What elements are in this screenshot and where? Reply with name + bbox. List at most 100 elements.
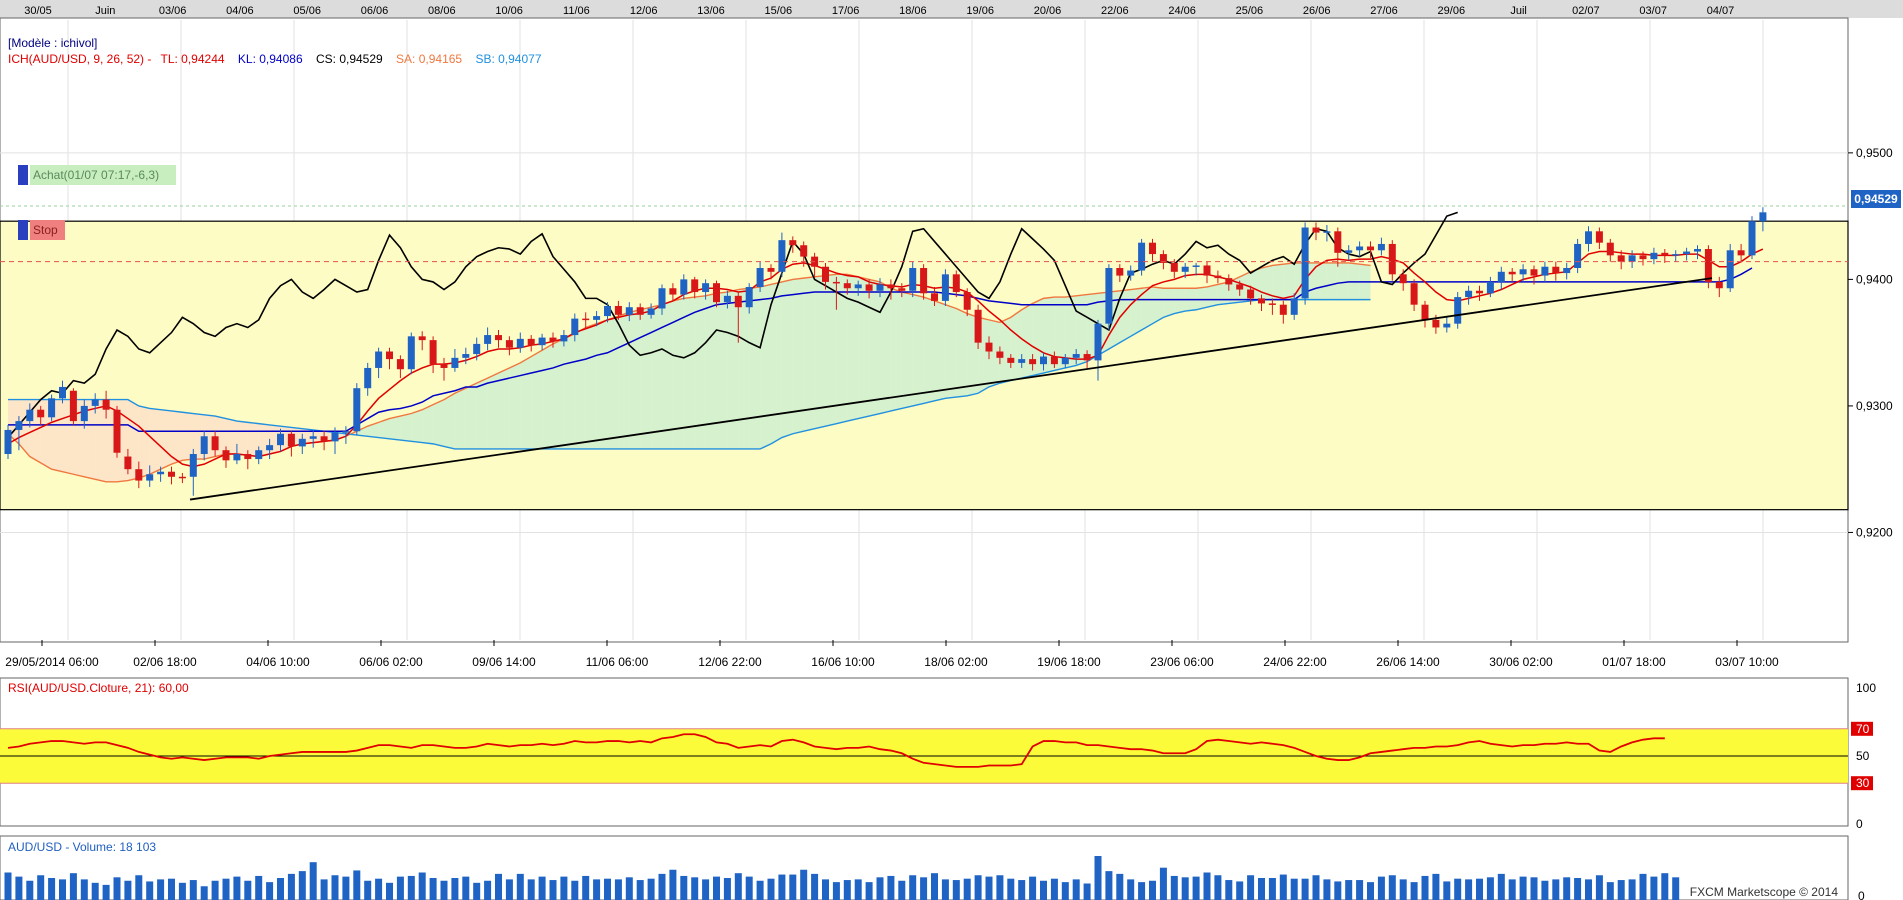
candle-body bbox=[789, 240, 797, 246]
buy-order-tag[interactable]: Achat(01/07 07:17,-6,3) bbox=[18, 165, 176, 185]
cloud-segment bbox=[825, 274, 837, 427]
volume-bar bbox=[1497, 873, 1505, 900]
date-tick-label: 22/06 bbox=[1101, 5, 1129, 17]
candle-body bbox=[1683, 251, 1691, 255]
volume-bar bbox=[91, 882, 99, 900]
candle-body bbox=[1388, 243, 1396, 275]
candle-body bbox=[1138, 242, 1146, 271]
price-tick-label: 0,9500 bbox=[1856, 146, 1893, 160]
volume-bar bbox=[1258, 878, 1265, 900]
cloud-segment bbox=[705, 293, 717, 449]
volume-bar bbox=[69, 873, 77, 900]
volume-label: AUD/USD - Volume: 18 103 bbox=[8, 840, 156, 854]
candle-body bbox=[1225, 278, 1233, 285]
date-tick-label: 11/06 bbox=[563, 5, 590, 17]
volume-bar bbox=[1170, 875, 1178, 900]
candle-body bbox=[941, 274, 949, 301]
cloud-segment bbox=[1152, 286, 1164, 324]
candle-body bbox=[952, 274, 960, 293]
time-tick-label: 30/06 02:00 bbox=[1489, 655, 1553, 669]
candle-body bbox=[1356, 246, 1364, 251]
volume-bar bbox=[593, 879, 601, 900]
candle-body bbox=[80, 405, 88, 422]
cloud-segment bbox=[683, 297, 695, 449]
candle-body bbox=[1519, 269, 1527, 275]
cloud-segment bbox=[411, 409, 423, 443]
cloud-segment bbox=[1217, 281, 1229, 305]
candle-body bbox=[59, 386, 66, 399]
cloud-segment bbox=[901, 292, 913, 409]
volume-bar bbox=[691, 877, 699, 900]
candle-body bbox=[1737, 250, 1745, 256]
candle-body bbox=[407, 336, 415, 370]
senkou-b-line bbox=[8, 298, 1371, 450]
candle-body bbox=[691, 279, 699, 293]
volume-bar bbox=[287, 873, 295, 900]
candle-body bbox=[1345, 250, 1353, 253]
cloud-segment bbox=[858, 276, 870, 419]
candle-body bbox=[1508, 271, 1516, 275]
cloud-segment bbox=[760, 284, 771, 449]
candle-body bbox=[647, 308, 655, 315]
rsi-axis-tag bbox=[1851, 721, 1873, 736]
candle-body bbox=[277, 433, 284, 446]
volume-bar bbox=[1585, 879, 1592, 900]
volume-bar bbox=[963, 878, 971, 900]
volume-bar bbox=[48, 878, 56, 900]
volume-bar bbox=[26, 880, 34, 900]
cloud-segment bbox=[542, 343, 553, 449]
time-tick-label: 18/06 02:00 bbox=[924, 655, 988, 669]
volume-bar bbox=[1116, 873, 1124, 900]
cloud-segment bbox=[454, 388, 466, 449]
date-tick-label: 03/07 bbox=[1639, 5, 1667, 17]
rsi-axis-label: 100 bbox=[1856, 681, 1876, 695]
rsi-axis-label: 70 bbox=[1856, 722, 1870, 736]
volume-bar bbox=[266, 882, 274, 900]
current-price-tag bbox=[1851, 190, 1901, 208]
volume-bar bbox=[211, 880, 219, 900]
volume-bar bbox=[1149, 880, 1156, 900]
candle-body bbox=[1476, 290, 1483, 294]
volume-bar bbox=[375, 878, 383, 900]
candle-body bbox=[1563, 268, 1571, 274]
volume-bar bbox=[102, 884, 110, 900]
candle-body bbox=[1334, 231, 1342, 253]
rsi-levels bbox=[0, 728, 1848, 784]
cloud-segment bbox=[880, 281, 891, 414]
cloud-segment bbox=[1196, 286, 1207, 310]
date-axis-strip bbox=[0, 0, 1903, 18]
candle-body bbox=[1181, 266, 1189, 272]
volume-bar bbox=[1541, 880, 1549, 900]
stop-order-tag[interactable]: Stop bbox=[18, 220, 65, 240]
date-tick-label: 19/06 bbox=[966, 5, 994, 17]
volume-bar bbox=[1508, 879, 1516, 900]
volume-bar bbox=[1127, 879, 1135, 900]
cloud-segment bbox=[356, 426, 368, 437]
candle-body bbox=[1367, 246, 1374, 251]
volume-bar bbox=[200, 886, 208, 900]
candle-body bbox=[1105, 268, 1113, 324]
date-tick-label: 04/06 bbox=[226, 5, 254, 17]
cloud-segment bbox=[1261, 265, 1273, 300]
price-tick-label: 0,9300 bbox=[1856, 399, 1893, 413]
volume-bar bbox=[1225, 880, 1233, 900]
time-tick-label: 06/06 02:00 bbox=[359, 655, 423, 669]
cloud-segment bbox=[912, 294, 924, 406]
candle-body bbox=[113, 409, 121, 453]
volume-bar bbox=[1628, 879, 1636, 900]
candle-body bbox=[1541, 266, 1549, 276]
volume-bar bbox=[222, 878, 230, 900]
candle-body bbox=[37, 409, 45, 418]
stop-order-label: Stop bbox=[33, 223, 58, 237]
cloud-segment bbox=[498, 367, 510, 449]
candle-body bbox=[222, 450, 230, 461]
volume-bar bbox=[1192, 876, 1200, 900]
price-tick-label: 0,9400 bbox=[1856, 272, 1893, 286]
time-tick-label: 16/06 10:00 bbox=[811, 655, 875, 669]
volume-bar bbox=[1388, 875, 1396, 900]
candle-body bbox=[549, 337, 557, 342]
candle-body bbox=[168, 471, 175, 477]
cloud-segment bbox=[1272, 264, 1284, 300]
buy-order-box bbox=[30, 165, 176, 185]
